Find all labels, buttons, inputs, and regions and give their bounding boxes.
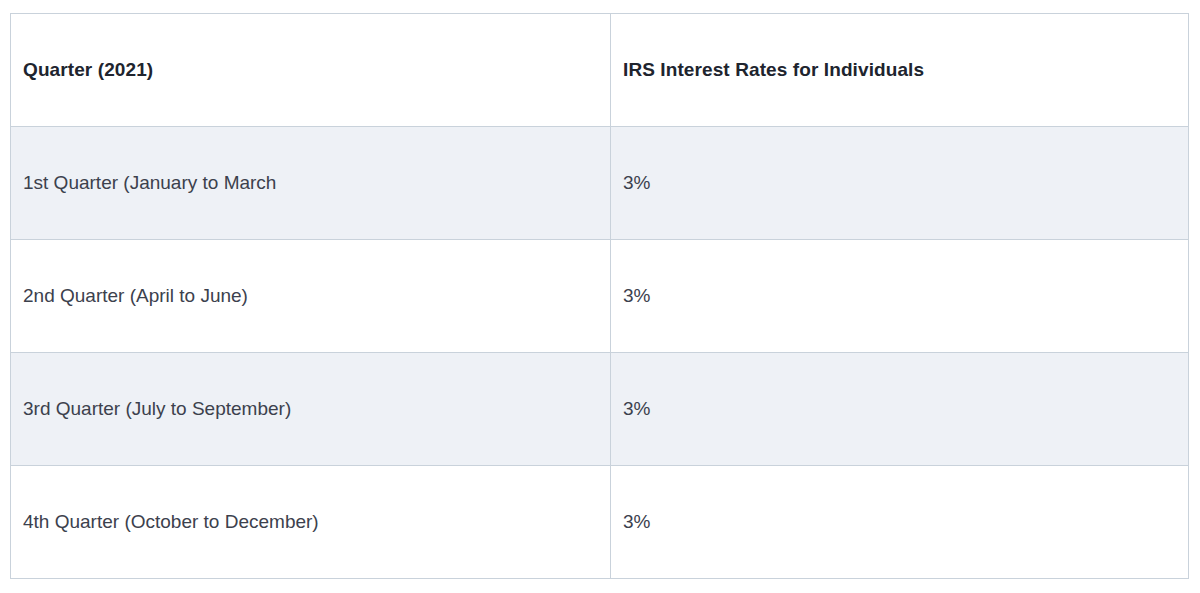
table-row: 3rd Quarter (July to September) 3% (11, 353, 1189, 466)
quarter-cell-q3: 3rd Quarter (July to September) (11, 353, 611, 466)
rate-cell-q1: 3% (611, 127, 1189, 240)
page: Quarter (2021) IRS Interest Rates for In… (0, 0, 1200, 593)
column-header-irs-rate: IRS Interest Rates for Individuals (611, 14, 1189, 127)
rate-cell-q4: 3% (611, 466, 1189, 579)
column-header-quarter: Quarter (2021) (11, 14, 611, 127)
table-row: 4th Quarter (October to December) 3% (11, 466, 1189, 579)
quarter-cell-q4: 4th Quarter (October to December) (11, 466, 611, 579)
table-header-row: Quarter (2021) IRS Interest Rates for In… (11, 14, 1189, 127)
table-row: 2nd Quarter (April to June) 3% (11, 240, 1189, 353)
quarter-cell-q1: 1st Quarter (January to March (11, 127, 611, 240)
table-row: 1st Quarter (January to March 3% (11, 127, 1189, 240)
quarter-cell-q2: 2nd Quarter (April to June) (11, 240, 611, 353)
irs-interest-rates-table: Quarter (2021) IRS Interest Rates for In… (10, 13, 1189, 579)
rate-cell-q2: 3% (611, 240, 1189, 353)
rate-cell-q3: 3% (611, 353, 1189, 466)
